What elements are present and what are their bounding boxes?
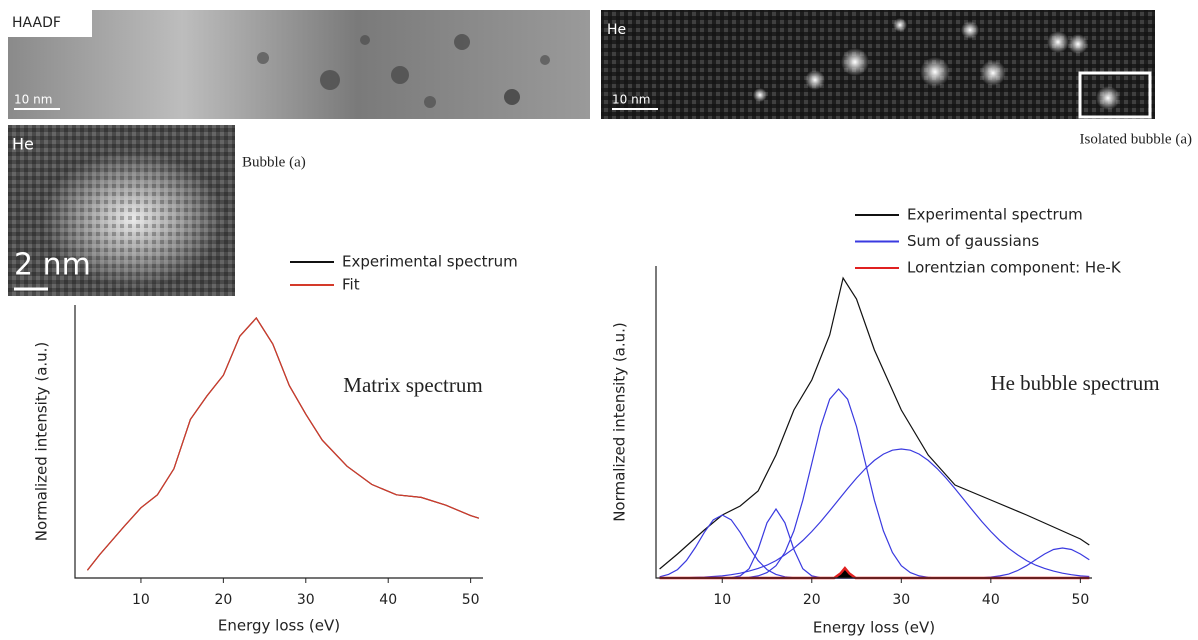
series-line — [659, 507, 1090, 579]
x-tick-label: 10 — [132, 592, 150, 608]
series-line — [659, 514, 1090, 579]
x-tick-label: 20 — [803, 592, 821, 608]
series-line — [659, 388, 1090, 579]
scale-label: 10 nm — [14, 93, 52, 107]
x-tick-label: 10 — [713, 592, 731, 608]
x-tick-label: 40 — [982, 592, 1000, 608]
panel-label: He — [12, 135, 34, 154]
x-axis-label: Energy loss (eV) — [813, 619, 935, 637]
axis — [74, 305, 483, 579]
x-axis-label: Energy loss (eV) — [218, 617, 340, 635]
bubble-image: He 2 nm — [8, 125, 235, 296]
x-tick-label: 40 — [379, 592, 397, 608]
legend-label: Experimental spectrum — [342, 253, 518, 271]
area-fill — [659, 568, 1090, 578]
y-axis-label: Normalized intensity (a.u.) — [33, 342, 51, 542]
haadf-image: HAADF 10 nm — [8, 10, 590, 119]
x-tick-label: 50 — [1071, 592, 1089, 608]
series-line — [659, 547, 1090, 579]
series-line — [659, 566, 1090, 580]
x-tick-label: 50 — [462, 592, 480, 608]
y-axis-label: Normalized intensity (a.u.) — [611, 322, 629, 522]
he-map-image: He 10 nm — [601, 10, 1155, 119]
axis — [655, 266, 1092, 579]
panel-label: HAADF — [12, 15, 61, 31]
series-line — [86, 317, 480, 571]
scale-label: 10 nm — [612, 93, 650, 107]
caption: Bubble (a) — [242, 154, 306, 170]
legend-label: Fit — [342, 276, 360, 294]
annotation: He bubble spectrum — [990, 371, 1159, 395]
legend-label: Experimental spectrum — [907, 206, 1083, 224]
series-line — [86, 317, 480, 571]
series-line — [659, 276, 1090, 570]
panel-label: He — [607, 22, 626, 38]
legend-label: Sum of gaussians — [907, 232, 1039, 250]
x-tick-label: 30 — [892, 592, 910, 608]
x-tick-label: 20 — [214, 592, 232, 608]
scale-label: 2 nm — [14, 248, 91, 283]
legend-label: Lorentzian component: He-K — [907, 259, 1122, 277]
x-tick-label: 30 — [297, 592, 315, 608]
annotation: Matrix spectrum — [343, 373, 482, 397]
series-line — [659, 448, 1090, 579]
caption: Isolated bubble (a) — [1080, 131, 1192, 147]
